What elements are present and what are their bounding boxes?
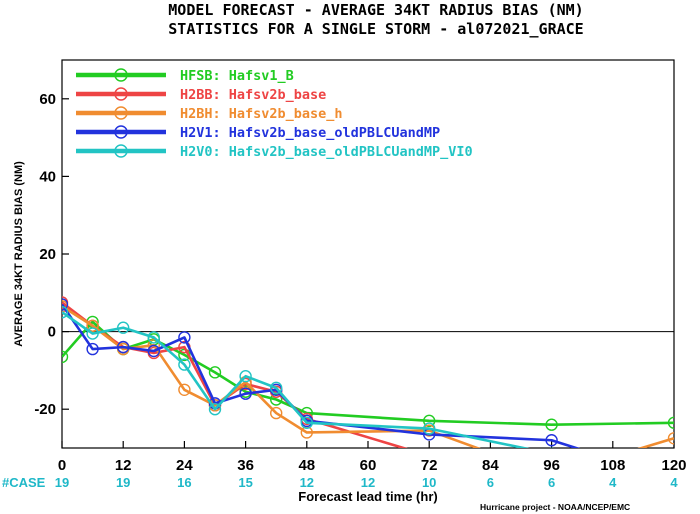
- chart-title-line1: MODEL FORECAST - AVERAGE 34KT RADIUS BIA…: [168, 1, 583, 19]
- y-tick-label: 0: [48, 324, 56, 341]
- series-h2bb: [62, 296, 408, 448]
- data-point: [423, 422, 436, 435]
- data-point: [116, 340, 130, 354]
- data-point: [545, 418, 558, 431]
- x-tick-label: 120: [661, 457, 686, 474]
- series-h2bh: [62, 300, 674, 448]
- x-tick-label: 108: [600, 457, 625, 474]
- legend-marker: [114, 144, 128, 158]
- plot-frame: [61, 59, 675, 449]
- data-point: [86, 327, 99, 340]
- data-point: [300, 416, 313, 429]
- data-point: [667, 416, 674, 429]
- data-point: [208, 403, 222, 416]
- legend-marker: [114, 87, 128, 101]
- x-tick-label: 84: [482, 457, 499, 474]
- x-tick-label: 60: [360, 457, 377, 474]
- data-point: [86, 342, 99, 356]
- x-tick-label: 0: [58, 457, 66, 474]
- case-count: 15: [238, 475, 252, 490]
- data-point: [270, 381, 283, 395]
- y-tick-label: -20: [34, 401, 56, 418]
- legend-marker: [114, 106, 128, 120]
- case-count: 4: [609, 475, 617, 490]
- data-point: [178, 358, 191, 371]
- legend-label: H2V0: Hafsv2b_base_oldPBLCUandMP_VI0: [180, 144, 473, 160]
- series-h2v0: [62, 306, 554, 448]
- data-point: [270, 406, 283, 420]
- data-point: [178, 331, 191, 344]
- legend-entry-h2v1: H2V1: Hafsv2b_base_oldPBLCUandMP: [76, 125, 440, 141]
- x-tick-label: 72: [421, 457, 438, 474]
- legend-label: HFSB: Hafsv1_B: [180, 68, 294, 84]
- case-count: 19: [55, 475, 69, 490]
- legend-entry-h2bb: H2BB: Hafsv2b_base: [76, 87, 326, 103]
- legend-marker: [114, 68, 128, 82]
- x-axis-label: Forecast lead time (hr): [298, 489, 437, 504]
- case-count: 12: [361, 475, 375, 490]
- y-tick-label: 40: [39, 168, 56, 185]
- series-line: [62, 303, 581, 448]
- y-axis-label: AVERAGE 34KT RADIUS BIAS (NM): [13, 161, 25, 347]
- case-label: #CASE: [2, 475, 46, 490]
- data-point: [62, 350, 69, 364]
- x-tick-label: 36: [237, 457, 254, 474]
- legend-entry-h2bh: H2BH: Hafsv2b_base_h: [76, 106, 343, 122]
- x-tick-label: 96: [543, 457, 560, 474]
- case-count: 4: [670, 475, 678, 490]
- legend-label: H2V1: Hafsv2b_base_oldPBLCUandMP: [180, 125, 440, 141]
- chart-title-line2: STATISTICS FOR A SINGLE STORM - al072021…: [168, 20, 583, 38]
- legend-label: H2BH: Hafsv2b_base_h: [180, 106, 343, 122]
- data-point: [423, 414, 436, 428]
- case-count: 10: [422, 475, 436, 490]
- data-point: [545, 434, 558, 447]
- case-count: 6: [487, 475, 494, 490]
- data-point: [116, 321, 130, 334]
- data-point: [667, 432, 674, 445]
- x-tick-label: 48: [298, 457, 315, 474]
- data-point: [62, 306, 69, 319]
- data-point: [208, 366, 222, 379]
- data-point: [239, 387, 252, 400]
- legend-entry-hfsb: HFSB: Hafsv1_B: [76, 68, 294, 84]
- data-point: [239, 370, 252, 383]
- case-count: 12: [300, 475, 314, 490]
- data-point: [147, 344, 161, 358]
- credit-text: Hurricane project - NOAA/NCEP/EMC: [480, 502, 630, 512]
- case-count: 6: [548, 475, 555, 490]
- data-point: [178, 383, 191, 396]
- x-tick-label: 12: [115, 457, 132, 474]
- data-point: [86, 319, 99, 332]
- case-count: 19: [116, 475, 130, 490]
- y-tick-label: 20: [39, 246, 56, 263]
- data-point: [147, 331, 161, 344]
- legend-entry-h2v0: H2V0: Hafsv2b_base_oldPBLCUandMP_VI0: [76, 144, 473, 160]
- legend-label: H2BB: Hafsv2b_base: [180, 87, 326, 103]
- y-tick-label: 60: [39, 91, 56, 108]
- legend-marker: [114, 125, 128, 139]
- data-point: [62, 298, 69, 311]
- case-count: 16: [177, 475, 191, 490]
- x-tick-label: 24: [176, 457, 193, 474]
